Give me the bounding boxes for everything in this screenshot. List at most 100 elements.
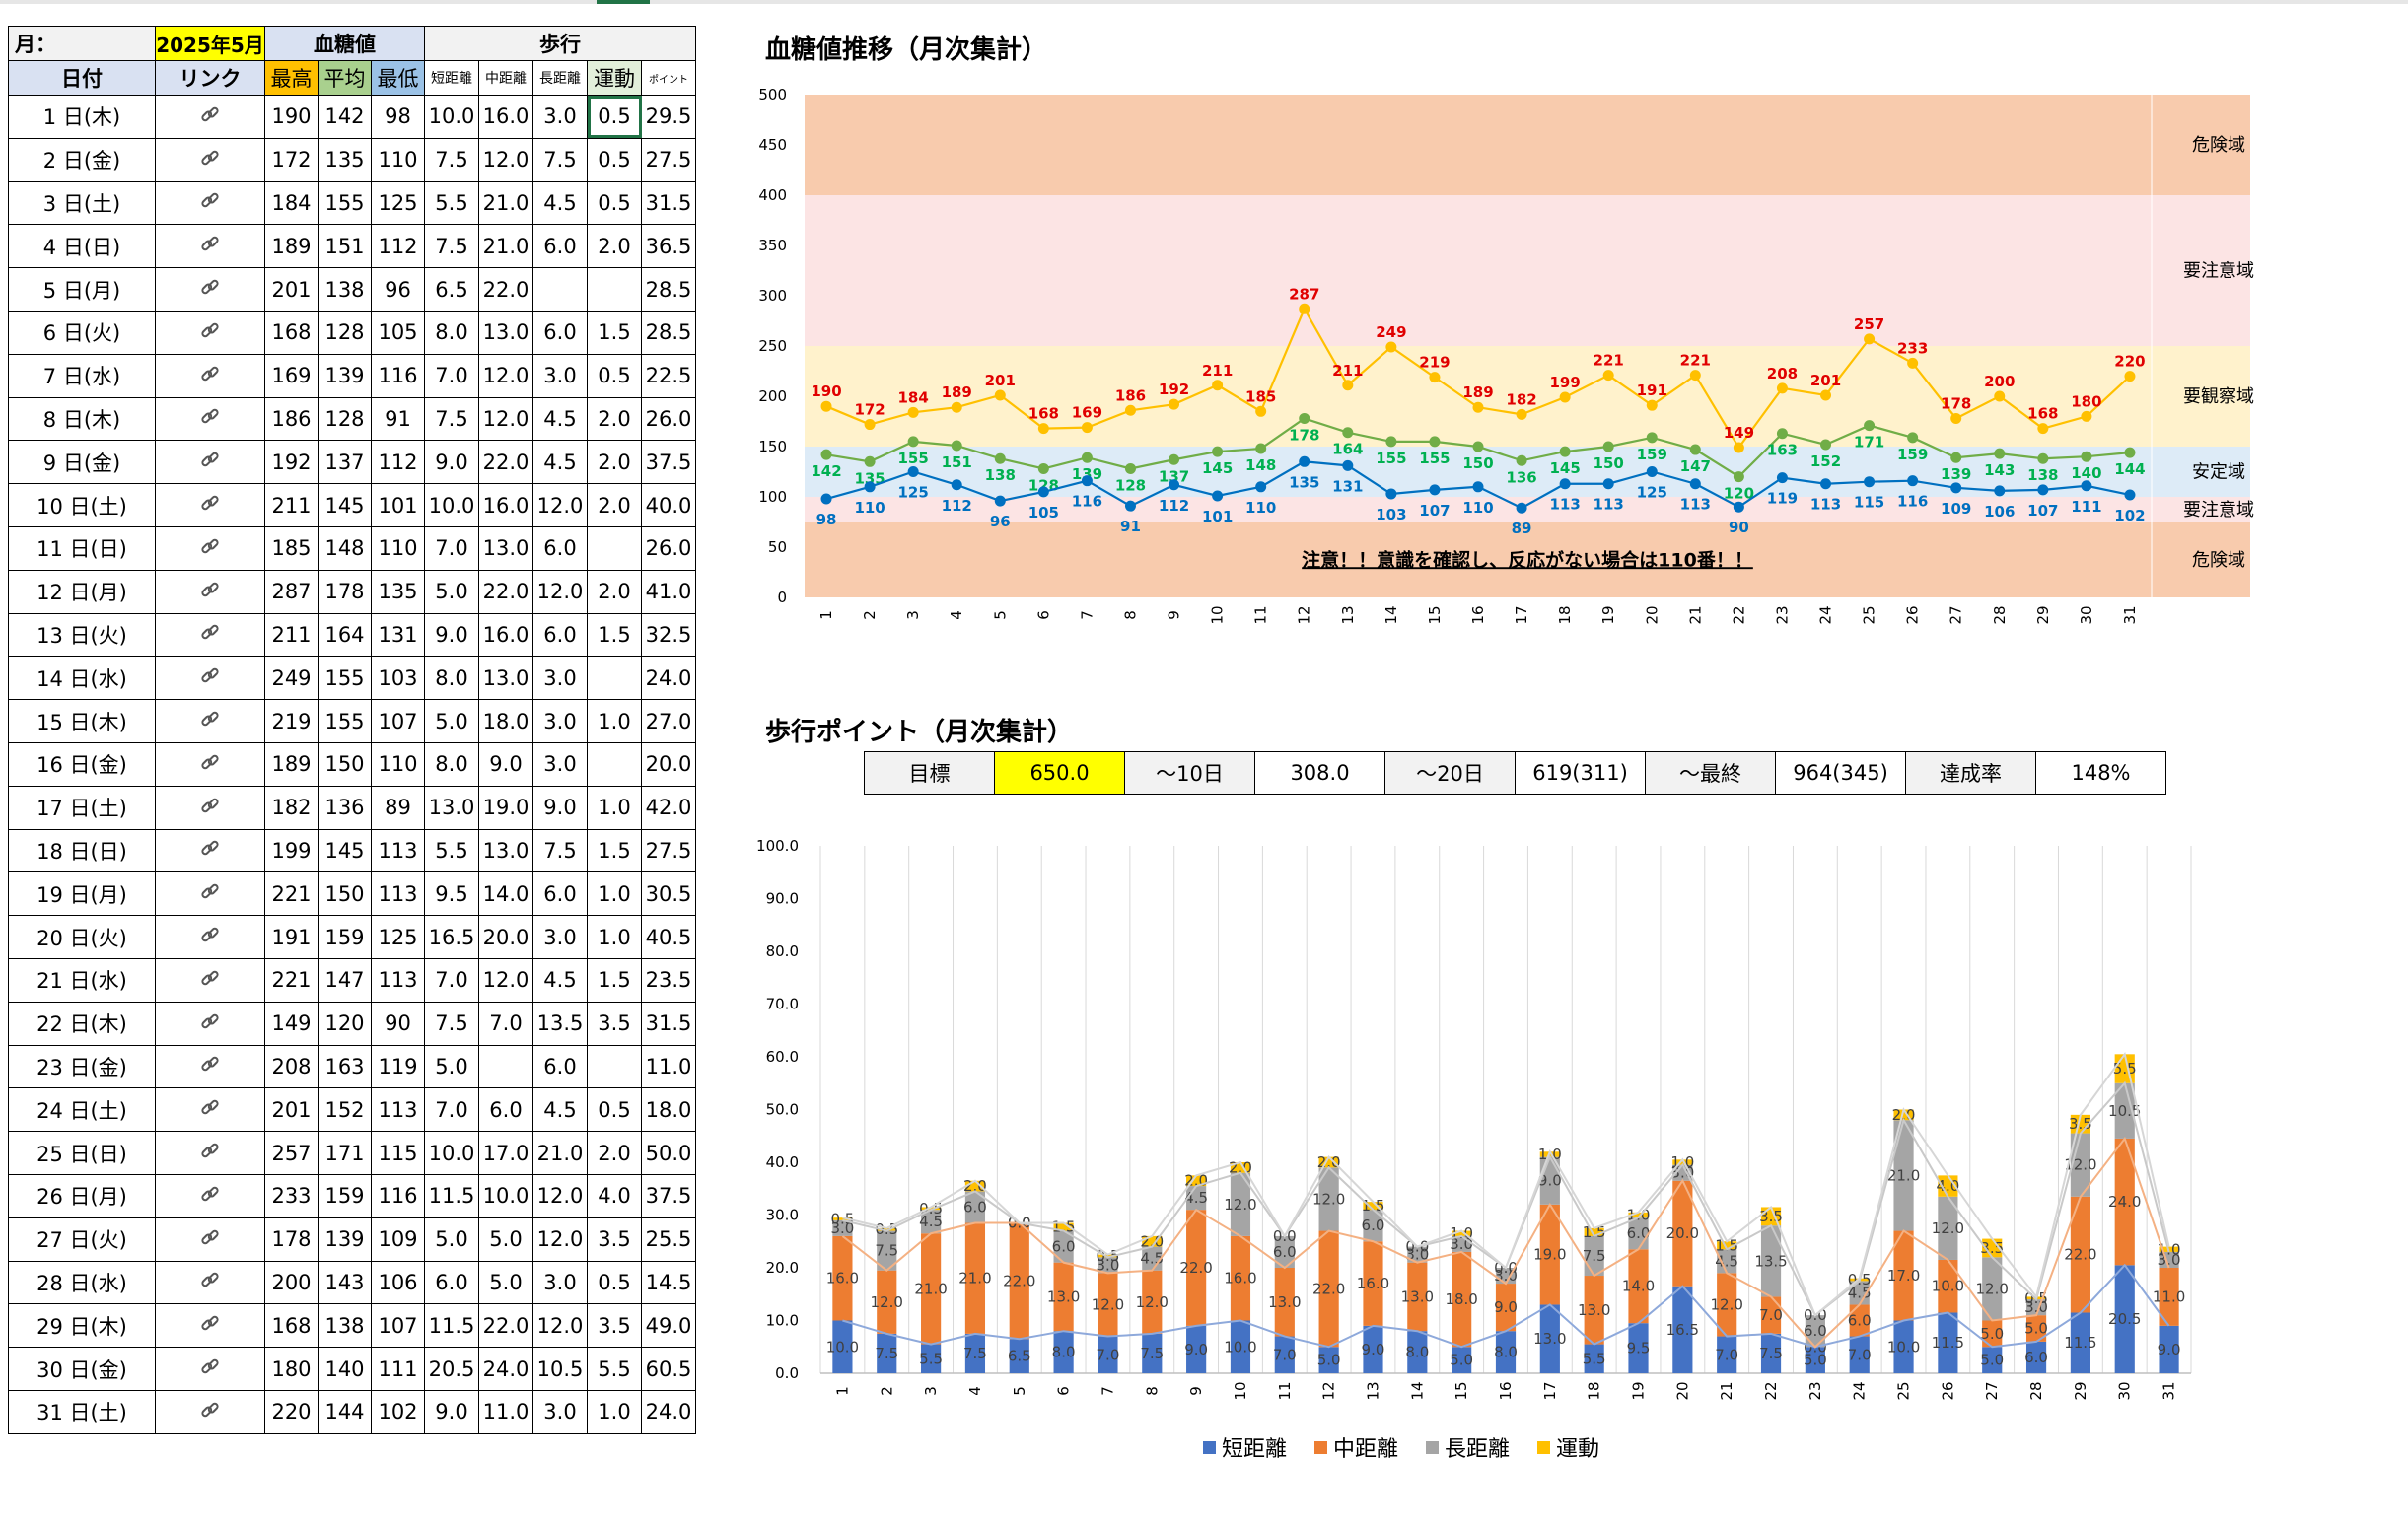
- cell-long[interactable]: 12.0: [532, 1303, 588, 1349]
- cell-avg[interactable]: 138: [318, 1303, 372, 1349]
- cell-short[interactable]: 8.0: [424, 656, 479, 701]
- cell-min[interactable]: 113: [371, 871, 425, 917]
- cell-min[interactable]: 110: [371, 525, 425, 571]
- cell-long[interactable]: 4.5: [532, 440, 588, 485]
- cell-min[interactable]: 112: [371, 224, 425, 269]
- link-icon[interactable]: [155, 440, 265, 485]
- cell-pt[interactable]: 26.0: [641, 396, 696, 442]
- date-cell[interactable]: 24 日(土): [8, 1087, 156, 1133]
- link-icon[interactable]: [155, 1217, 265, 1262]
- cell-avg[interactable]: 136: [318, 785, 372, 830]
- cell-avg[interactable]: 155: [318, 656, 372, 701]
- cell-ex[interactable]: 0.5: [587, 180, 642, 226]
- link-icon[interactable]: [155, 871, 265, 917]
- cell-short[interactable]: 6.0: [424, 1260, 479, 1305]
- cell-max[interactable]: 257: [264, 1131, 319, 1175]
- cell-short[interactable]: 5.0: [424, 1217, 479, 1262]
- link-icon[interactable]: [155, 1087, 265, 1133]
- cell-long[interactable]: 21.0: [532, 1131, 588, 1175]
- date-cell[interactable]: 23 日(金): [8, 1044, 156, 1089]
- cell-ex[interactable]: 2.0: [587, 224, 642, 269]
- cell-max[interactable]: 201: [264, 1087, 319, 1133]
- cell-mid[interactable]: 16.0: [478, 95, 533, 139]
- cell-ex[interactable]: 1.0: [587, 699, 642, 743]
- cell-short[interactable]: 10.0: [424, 95, 479, 139]
- cell-pt[interactable]: 49.0: [641, 1303, 696, 1349]
- link-icon[interactable]: [155, 699, 265, 743]
- link-icon[interactable]: [155, 1347, 265, 1391]
- cell-max[interactable]: 192: [264, 440, 319, 485]
- cell-min[interactable]: 91: [371, 396, 425, 442]
- cell-avg[interactable]: 152: [318, 1087, 372, 1133]
- cell-max[interactable]: 200: [264, 1260, 319, 1305]
- cell-avg[interactable]: 128: [318, 310, 372, 355]
- cell-avg[interactable]: 155: [318, 699, 372, 743]
- cell-pt[interactable]: 37.5: [641, 1173, 696, 1218]
- cell-long[interactable]: 3.0: [532, 656, 588, 701]
- cell-max[interactable]: 168: [264, 310, 319, 355]
- link-icon[interactable]: [155, 396, 265, 442]
- date-cell[interactable]: 26 日(月): [8, 1173, 156, 1218]
- cell-pt[interactable]: 32.5: [641, 612, 696, 658]
- cell-short[interactable]: 9.0: [424, 440, 479, 485]
- cell-min[interactable]: 109: [371, 1217, 425, 1262]
- cell-min[interactable]: 110: [371, 741, 425, 787]
- final-value[interactable]: 964(345): [1775, 751, 1906, 795]
- cell-max[interactable]: 220: [264, 1389, 319, 1434]
- cell-pt[interactable]: 24.0: [641, 656, 696, 701]
- cell-avg[interactable]: 159: [318, 915, 372, 959]
- cell-min[interactable]: 125: [371, 915, 425, 959]
- cell-pt[interactable]: 40.5: [641, 915, 696, 959]
- date-cell[interactable]: 11 日(日): [8, 525, 156, 571]
- date-cell[interactable]: 3 日(土): [8, 180, 156, 226]
- cell-min[interactable]: 112: [371, 440, 425, 485]
- cell-min[interactable]: 98: [371, 95, 425, 139]
- cell-short[interactable]: 5.5: [424, 180, 479, 226]
- cell-min[interactable]: 107: [371, 1303, 425, 1349]
- cell-max[interactable]: 178: [264, 1217, 319, 1262]
- cell-long[interactable]: 6.0: [532, 871, 588, 917]
- cell-pt[interactable]: 36.5: [641, 224, 696, 269]
- date-cell[interactable]: 27 日(火): [8, 1217, 156, 1262]
- cell-avg[interactable]: 145: [318, 828, 372, 873]
- link-icon[interactable]: [155, 656, 265, 701]
- cell-short[interactable]: 7.0: [424, 1087, 479, 1133]
- date-cell[interactable]: 4 日(日): [8, 224, 156, 269]
- cell-pt[interactable]: 60.5: [641, 1347, 696, 1391]
- cell-max[interactable]: 189: [264, 224, 319, 269]
- cell-long[interactable]: 3.0: [532, 699, 588, 743]
- cell-mid[interactable]: 6.0: [478, 1087, 533, 1133]
- cell-ex[interactable]: 2.0: [587, 483, 642, 527]
- cell-ex[interactable]: 1.5: [587, 828, 642, 873]
- cell-min[interactable]: 125: [371, 180, 425, 226]
- date-cell[interactable]: 18 日(日): [8, 828, 156, 873]
- cell-long[interactable]: 12.0: [532, 1173, 588, 1218]
- cell-avg[interactable]: 147: [318, 957, 372, 1003]
- cell-max[interactable]: 172: [264, 137, 319, 182]
- cell-pt[interactable]: 31.5: [641, 1001, 696, 1046]
- cell-mid[interactable]: 12.0: [478, 137, 533, 182]
- cell-long[interactable]: 10.5: [532, 1347, 588, 1391]
- cell-ex[interactable]: [587, 656, 642, 701]
- cell-max[interactable]: 180: [264, 1347, 319, 1391]
- cell-min[interactable]: 115: [371, 1131, 425, 1175]
- cell-min[interactable]: 116: [371, 353, 425, 398]
- link-icon[interactable]: [155, 957, 265, 1003]
- cell-long[interactable]: 3.0: [532, 1389, 588, 1434]
- date-cell[interactable]: 2 日(金): [8, 137, 156, 182]
- date-cell[interactable]: 12 日(月): [8, 569, 156, 614]
- cell-mid[interactable]: 9.0: [478, 741, 533, 787]
- link-icon[interactable]: [155, 1131, 265, 1175]
- link-icon[interactable]: [155, 741, 265, 787]
- cell-long[interactable]: 12.0: [532, 483, 588, 527]
- cell-min[interactable]: 90: [371, 1001, 425, 1046]
- cell-max[interactable]: 249: [264, 656, 319, 701]
- link-icon[interactable]: [155, 137, 265, 182]
- cell-ex[interactable]: 1.5: [587, 957, 642, 1003]
- cell-min[interactable]: 107: [371, 699, 425, 743]
- cell-short[interactable]: 7.0: [424, 957, 479, 1003]
- cell-avg[interactable]: 148: [318, 525, 372, 571]
- cell-long[interactable]: 3.0: [532, 95, 588, 139]
- link-icon[interactable]: [155, 267, 265, 312]
- cell-long[interactable]: 3.0: [532, 741, 588, 787]
